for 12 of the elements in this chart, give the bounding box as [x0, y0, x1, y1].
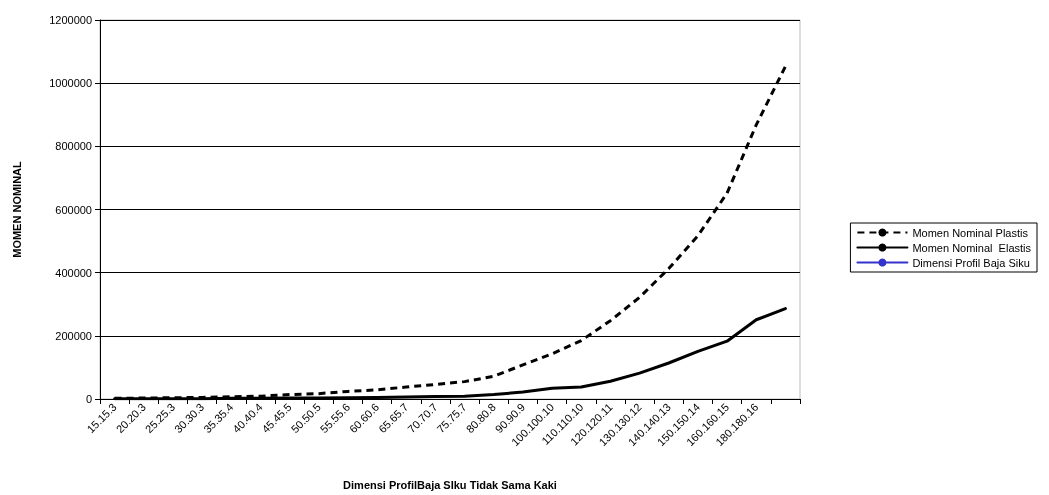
y-tick-label: 0	[85, 393, 92, 405]
legend-label: Momen Nominal Elastis	[912, 241, 1032, 254]
y-axis-title: MOMEN NOMINAL	[10, 160, 23, 258]
x-axis-title: Dimensi ProfilBaja SIku Tidak Sama Kaki	[343, 478, 557, 491]
y-tick-label: 1000000	[49, 77, 92, 90]
y-tick-label: 1200000	[49, 14, 92, 26]
legend-label: Momen Nominal Plastis	[912, 226, 1029, 239]
y-tick-label: 400000	[55, 266, 92, 279]
y-tick-label: 200000	[55, 329, 92, 342]
y-tick-label: 600000	[55, 203, 92, 216]
legend-label: Dimensi Profil Baja Siku	[912, 256, 1030, 269]
y-tick-label: 800000	[55, 140, 92, 153]
